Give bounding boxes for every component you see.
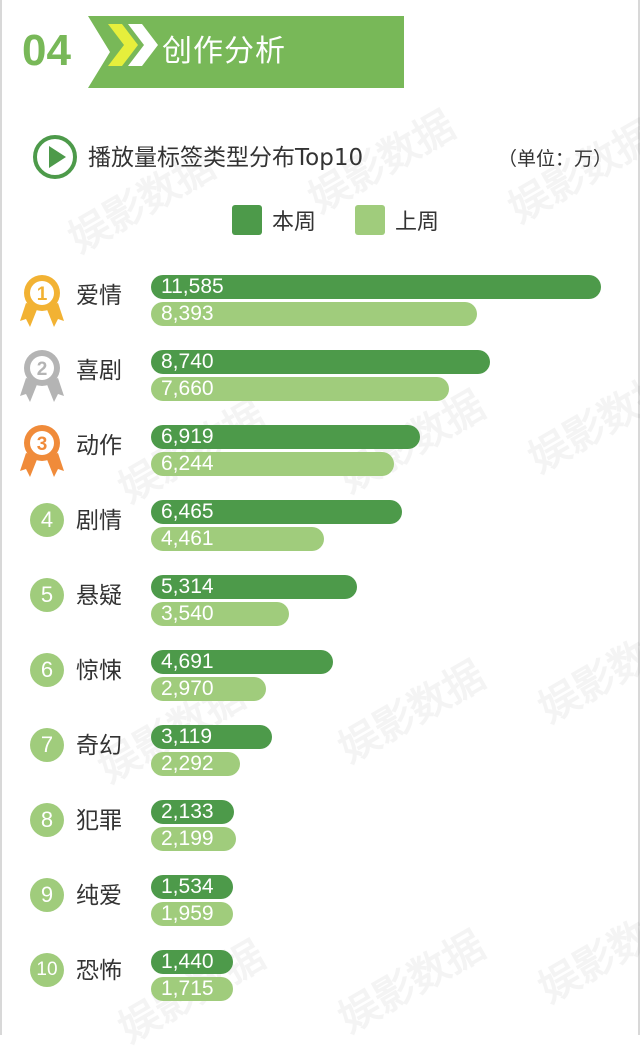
value-label: 11,585 — [161, 275, 224, 298]
bar-current-week: 1,440 — [151, 950, 233, 974]
rank-number: 4 — [30, 503, 64, 537]
value-label: 1,959 — [161, 902, 214, 925]
value-label: 1,715 — [161, 977, 214, 1000]
bar-current-week: 4,691 — [151, 650, 333, 674]
value-label: 2,970 — [161, 677, 214, 700]
bar-previous-week: 8,393 — [151, 302, 477, 326]
bar-previous-week: 3,540 — [151, 602, 289, 626]
rank-number: 9 — [30, 878, 64, 912]
bar-current-week: 5,314 — [151, 575, 357, 599]
value-label: 2,133 — [161, 800, 214, 823]
category-label: 爱情 — [76, 283, 122, 309]
unit-label: （单位：万） — [497, 148, 612, 170]
rank-number: 10 — [30, 953, 64, 987]
bar-previous-week: 2,199 — [151, 827, 236, 851]
frame-left-border — [0, 0, 2, 1035]
category-label: 动作 — [76, 433, 122, 459]
bar-current-week: 6,919 — [151, 425, 420, 449]
value-label: 1,440 — [161, 950, 214, 973]
medal-icon: 3 — [20, 425, 64, 477]
rank-number: 2 — [37, 359, 48, 380]
watermark-text: 娱影数据 — [526, 604, 640, 734]
legend-item-previous: 上周 — [355, 203, 439, 237]
bar-current-week: 3,119 — [151, 725, 272, 749]
medal-icon: 1 — [20, 275, 64, 327]
bar-current-week: 6,465 — [151, 500, 402, 524]
bar-previous-week: 1,959 — [151, 902, 233, 926]
category-label: 纯爱 — [76, 883, 122, 909]
value-label: 6,919 — [161, 425, 214, 448]
bar-current-week: 1,534 — [151, 875, 233, 899]
bar-current-week: 11,585 — [151, 275, 601, 299]
rank-number: 5 — [30, 578, 64, 612]
value-label: 6,244 — [161, 452, 214, 475]
value-label: 5,314 — [161, 575, 214, 598]
bar-previous-week: 1,715 — [151, 977, 233, 1001]
play-icon — [33, 135, 77, 179]
bar-previous-week: 4,461 — [151, 527, 324, 551]
category-label: 喜剧 — [76, 358, 122, 384]
watermark-text: 娱影数据 — [106, 384, 274, 514]
category-label: 剧情 — [76, 508, 122, 534]
category-label: 恐怖 — [76, 958, 122, 984]
rank-number: 7 — [30, 728, 64, 762]
bar-previous-week: 6,244 — [151, 452, 394, 476]
value-label: 1,534 — [161, 875, 214, 898]
legend-label-current: 本周 — [272, 210, 317, 235]
value-label: 8,740 — [161, 350, 214, 373]
watermark-text: 娱影数据 — [326, 644, 494, 774]
rank-number: 8 — [30, 803, 64, 837]
value-label: 8,393 — [161, 302, 214, 325]
watermark-text: 娱影数据 — [526, 884, 640, 1014]
legend-swatch-current — [232, 205, 262, 235]
watermark-text: 娱影数据 — [326, 914, 494, 1044]
section-number: 04 — [22, 26, 71, 75]
category-label: 犯罪 — [76, 808, 122, 834]
section-title: 创作分析 — [162, 34, 286, 69]
value-label: 6,465 — [161, 500, 214, 523]
bar-previous-week: 7,660 — [151, 377, 449, 401]
value-label: 3,540 — [161, 602, 214, 625]
frame-right-border — [638, 0, 640, 1035]
double-chevron-icon — [108, 24, 158, 66]
value-label: 7,660 — [161, 377, 214, 400]
value-label: 3,119 — [161, 725, 212, 748]
value-label: 2,292 — [161, 752, 214, 775]
legend-swatch-previous — [355, 205, 385, 235]
rank-number: 3 — [37, 434, 48, 455]
category-label: 惊悚 — [76, 658, 122, 684]
legend-label-previous: 上周 — [395, 210, 440, 235]
bar-previous-week: 2,970 — [151, 677, 266, 701]
rank-number: 1 — [37, 284, 48, 305]
value-label: 4,461 — [161, 527, 214, 550]
bar-previous-week: 2,292 — [151, 752, 240, 776]
bar-current-week: 8,740 — [151, 350, 490, 374]
value-label: 2,199 — [161, 827, 214, 850]
category-label: 奇幻 — [76, 733, 122, 759]
value-label: 4,691 — [161, 650, 214, 673]
watermark-text: 娱影数据 — [516, 354, 640, 484]
legend-item-current: 本周 — [232, 203, 316, 237]
chart-subtitle: 播放量标签类型分布Top10 — [88, 145, 364, 171]
medal-icon: 2 — [20, 350, 64, 402]
bar-current-week: 2,133 — [151, 800, 234, 824]
rank-number: 6 — [30, 653, 64, 687]
category-label: 悬疑 — [76, 583, 122, 609]
